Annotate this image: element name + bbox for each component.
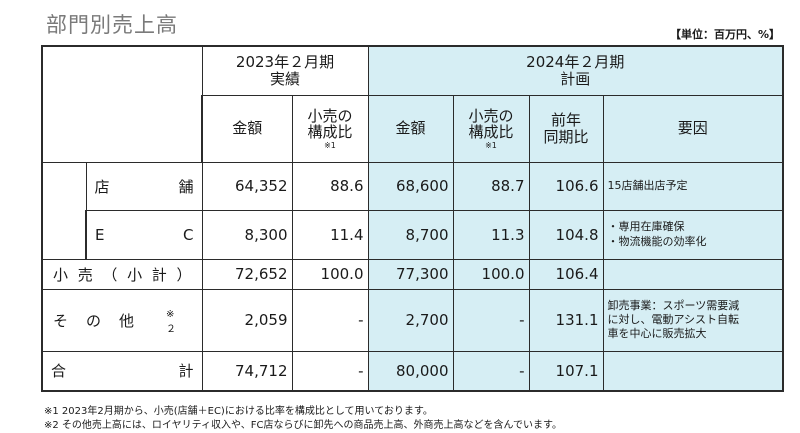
table-row-store: 店舗 64,352 88.6 68,600 88.7 106.6 15店舗出店予… bbox=[41, 161, 784, 260]
retail-amount-2024: 77,300 bbox=[367, 258, 454, 290]
total-ratio-2023: - bbox=[291, 350, 369, 392]
ec-yoy: 104.8 bbox=[528, 209, 604, 260]
store-amount-2023: 64,352 bbox=[201, 161, 293, 211]
other-factor: 卸売事業：スポーツ需要減 に対し、電動アシスト自転 車を中心に販売拡大 bbox=[602, 288, 784, 352]
header-fy2024: 2024年２月期 計画 bbox=[367, 45, 784, 96]
retail-indent-cell bbox=[41, 161, 87, 260]
total-amount-2023: 74,712 bbox=[201, 350, 293, 392]
ec-amount-2024: 8,700 bbox=[367, 209, 454, 260]
row-label-store: 店舗 bbox=[85, 161, 203, 211]
table-row-total: 合計 74,712 - 80,000 - 107.1 bbox=[41, 350, 784, 392]
header-amount-2023: 金額 bbox=[201, 94, 293, 163]
total-amount-2024: 80,000 bbox=[367, 350, 454, 392]
other-yoy: 131.1 bbox=[528, 288, 604, 352]
total-factor bbox=[602, 350, 784, 392]
store-ratio-2024: 88.7 bbox=[452, 161, 530, 211]
other-amount-2024: 2,700 bbox=[367, 288, 454, 352]
table-row-other: そ の 他 ※ ２ 2,059 - 2,700 - 131.1 卸売事業：スポー… bbox=[41, 288, 784, 352]
ec-ratio-2023: 11.4 bbox=[291, 209, 369, 260]
store-amount-2024: 68,600 bbox=[367, 161, 454, 211]
page-title: 部門別売上高 bbox=[46, 13, 178, 37]
footnote-1: ※1 2023年2月期から、小売(店舗＋EC)における比率を構成比として用いてお… bbox=[44, 406, 433, 417]
retail-factor bbox=[602, 258, 784, 290]
retail-ratio-2023: 100.0 bbox=[291, 258, 369, 290]
sales-by-department-table: 2023年２月期 実績 2024年２月期 計画 金額 小売の 構成比 ※1 金額… bbox=[41, 45, 784, 392]
row-label-total: 合計 bbox=[41, 350, 203, 392]
retail-ratio-2024: 100.0 bbox=[452, 258, 530, 290]
total-ratio-2024: - bbox=[452, 350, 530, 392]
row-label-other: そ の 他 ※ ２ bbox=[41, 288, 203, 352]
header-factor: 要因 bbox=[602, 94, 784, 163]
ec-factor: ・専用在庫確保 ・物流機能の効率化 bbox=[602, 209, 784, 260]
ec-amount-2023: 8,300 bbox=[201, 209, 293, 260]
header-yoy: 前年 同期比 bbox=[528, 94, 604, 163]
header-corner bbox=[41, 45, 203, 163]
header-ratio-2023: 小売の 構成比 ※1 bbox=[291, 94, 369, 163]
table-row-retail-subtotal: 小 売 （ 小 計 ） 72,652 100.0 77,300 100.0 10… bbox=[41, 258, 784, 290]
ec-ratio-2024: 11.3 bbox=[452, 209, 530, 260]
other-ratio-2024: - bbox=[452, 288, 530, 352]
row-label-retail-subtotal: 小 売 （ 小 計 ） bbox=[41, 258, 203, 290]
footnote-2: ※2 その他売上高には、ロイヤリティ収入や、FC店ならびに卸先への商品売上高、外… bbox=[44, 420, 562, 431]
header-amount-2024: 金額 bbox=[367, 94, 454, 163]
other-amount-2023: 2,059 bbox=[201, 288, 293, 352]
total-yoy: 107.1 bbox=[528, 350, 604, 392]
other-ratio-2023: - bbox=[291, 288, 369, 352]
header-ratio-2024: 小売の 構成比 ※1 bbox=[452, 94, 530, 163]
retail-yoy: 106.4 bbox=[528, 258, 604, 290]
store-yoy: 106.6 bbox=[528, 161, 604, 211]
unit-label: 【単位：百万円、%】 bbox=[669, 28, 780, 41]
store-ratio-2023: 88.6 bbox=[291, 161, 369, 211]
other-footnote-ref: ※ ２ bbox=[166, 309, 185, 335]
header-fy2023: 2023年２月期 実績 bbox=[201, 45, 369, 96]
retail-amount-2023: 72,652 bbox=[201, 258, 293, 290]
store-factor: 15店舗出店予定 bbox=[602, 161, 784, 211]
